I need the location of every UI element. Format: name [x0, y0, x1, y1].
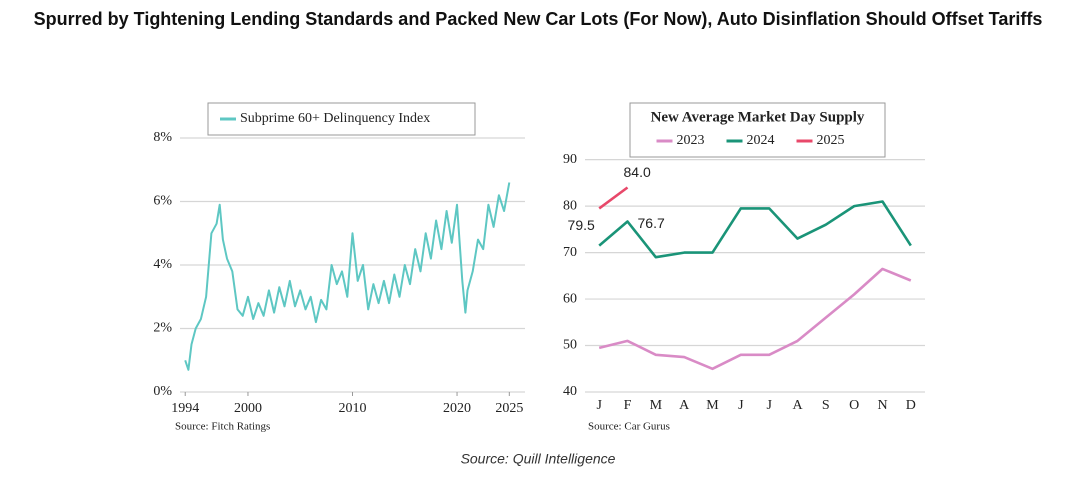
- x-tick-label: O: [849, 398, 859, 413]
- chart-source: Source: Car Gurus: [588, 421, 670, 433]
- y-tick-label: 8%: [153, 130, 172, 145]
- y-tick-label: 50: [563, 338, 577, 353]
- legend-label: Subprime 60+ Delinquency Index: [240, 111, 430, 126]
- x-tick-label: J: [596, 398, 602, 413]
- y-tick-label: 90: [563, 152, 577, 167]
- x-tick-label: N: [877, 398, 887, 413]
- series-line: [184, 182, 511, 371]
- x-tick-label: 2025: [495, 401, 523, 416]
- data-label: 84.0: [624, 164, 651, 180]
- x-tick-label: F: [624, 398, 632, 413]
- x-tick-label: J: [738, 398, 744, 413]
- x-tick-label: J: [766, 398, 772, 413]
- x-tick-label: 1994: [171, 401, 199, 416]
- subchart: 40 50 60 70 80 90 J F M A M J J A S O N D 76.7 79.5 84.0 New …: [563, 102, 925, 433]
- y-tick-label: 40: [563, 384, 577, 399]
- x-tick-label: D: [906, 398, 916, 413]
- x-tick-label: A: [679, 398, 690, 413]
- y-tick-label: 70: [563, 245, 577, 260]
- y-tick-label: 2%: [153, 321, 172, 336]
- data-label: 76.7: [638, 215, 665, 231]
- x-tick-label: 2010: [339, 401, 367, 416]
- legend-label: 2024: [747, 133, 775, 148]
- series-line: [598, 200, 912, 259]
- x-tick-label: M: [650, 398, 663, 413]
- y-tick-label: 80: [563, 198, 577, 213]
- x-tick-label: 2000: [234, 401, 262, 416]
- series-line: [598, 186, 629, 210]
- legend-box: [629, 102, 886, 158]
- y-tick-label: 4%: [153, 257, 172, 272]
- series-line: [598, 267, 912, 371]
- legend-label: 2023: [677, 133, 705, 148]
- y-tick-label: 60: [563, 291, 577, 306]
- y-tick-label: 6%: [153, 194, 172, 209]
- y-tick-label: 0%: [153, 384, 172, 399]
- x-tick-label: A: [792, 398, 803, 413]
- x-tick-label: S: [822, 398, 830, 413]
- chart-title: New Average Market Day Supply: [651, 109, 865, 125]
- subchart: 0% 2% 4% 6% 8% 1994 2000 2010 2020 2025 Subprime 6…: [153, 102, 525, 433]
- chart-source: Source: Fitch Ratings: [175, 421, 270, 433]
- legend-box: [207, 102, 476, 136]
- legend-label: 2025: [817, 133, 845, 148]
- x-tick-label: M: [706, 398, 719, 413]
- x-tick-label: 2020: [443, 401, 471, 416]
- page-title: Spurred by Tightening Lending Standards …: [33, 9, 1043, 29]
- page-source: Source: Quill Intelligence: [461, 451, 616, 467]
- data-label: 79.5: [568, 217, 595, 233]
